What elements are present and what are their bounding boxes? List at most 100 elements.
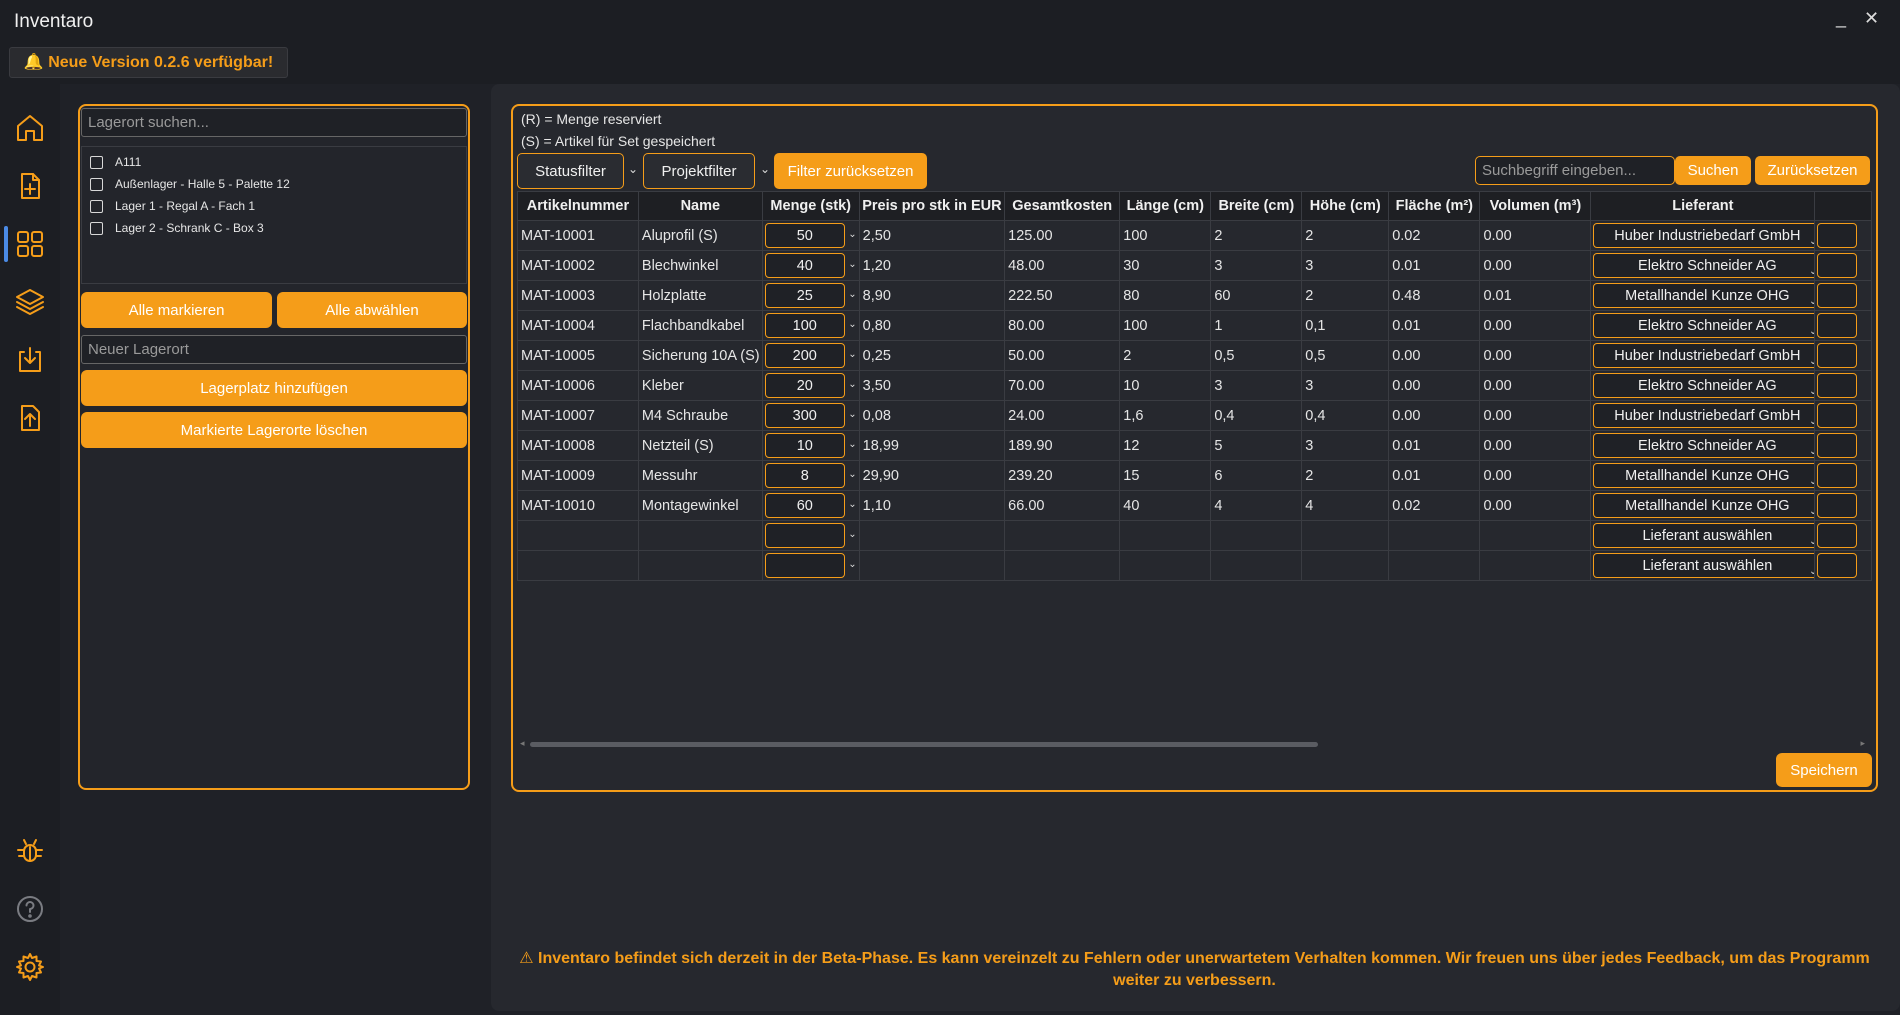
table-cell[interactable] <box>1388 520 1481 551</box>
table-cell[interactable]: 48.00 <box>1004 250 1121 281</box>
chevron-down-icon[interactable]: ⌄ <box>848 499 857 510</box>
column-header[interactable] <box>1814 191 1872 221</box>
table-cell[interactable]: Blechwinkel <box>637 250 763 281</box>
minimize-button[interactable]: _ <box>1836 8 1847 28</box>
table-cell[interactable]: 1,6 <box>1119 400 1212 431</box>
table-cell[interactable]: 0.00 <box>1479 460 1592 491</box>
table-cell[interactable] <box>858 520 1006 551</box>
table-cell[interactable]: 5 <box>1210 430 1303 461</box>
add-location-button[interactable]: Lagerplatz hinzufügen <box>81 370 467 406</box>
extra-column-input[interactable] <box>1817 373 1858 398</box>
table-cell[interactable]: 0.01 <box>1388 310 1481 341</box>
table-cell[interactable]: Netzteil (S) <box>637 430 763 461</box>
save-button[interactable]: Speichern <box>1776 753 1872 787</box>
table-cell[interactable]: MAT-10006 <box>517 370 639 401</box>
location-item[interactable]: Außenlager - Halle 5 - Palette 12 <box>90 175 290 193</box>
table-cell[interactable]: Messuhr <box>637 460 763 491</box>
table-cell[interactable]: 100 <box>1119 310 1212 341</box>
table-cell[interactable] <box>1004 550 1121 581</box>
table-cell[interactable]: 0.00 <box>1479 310 1592 341</box>
table-row[interactable]: MAT-10003 Holzplatte 25 ⌄ 8,90 222.50 80 60 2 0.4… <box>517 280 1872 311</box>
settings-button[interactable] <box>6 943 54 991</box>
column-header[interactable]: Fläche (m²) <box>1388 191 1481 221</box>
table-cell[interactable]: 125.00 <box>1004 220 1121 251</box>
extra-column-input[interactable] <box>1817 253 1858 278</box>
table-cell[interactable] <box>637 520 763 551</box>
extra-column-input[interactable] <box>1817 313 1858 338</box>
table-row[interactable]: MAT-10010 Montagewinkel 60 ⌄ 1,10 66.00 40 4 4 0.… <box>517 490 1872 521</box>
table-cell[interactable]: 80.00 <box>1004 310 1121 341</box>
table-cell[interactable]: 0.00 <box>1388 370 1481 401</box>
table-cell[interactable]: 0,25 <box>858 340 1006 371</box>
table-cell[interactable]: 0,1 <box>1301 310 1390 341</box>
extra-column-input[interactable] <box>1817 283 1858 308</box>
table-cell[interactable]: 3 <box>1210 250 1303 281</box>
chevron-down-icon[interactable]: ⌄ <box>848 529 857 540</box>
checkbox[interactable] <box>90 177 103 191</box>
table-cell[interactable] <box>637 550 763 581</box>
new-location-input[interactable]: Neuer Lagerort <box>81 335 467 364</box>
table-row[interactable]: MAT-10005 Sicherung 10A (S) 200 ⌄ 0,25 50.00 2… <box>517 340 1872 371</box>
table-cell[interactable]: 2 <box>1301 280 1390 311</box>
table-row[interactable]: MAT-10001 Aluprofil (S) 50 ⌄ 2,50 125.00 100 2 2… <box>517 220 1872 251</box>
chevron-down-icon[interactable]: ⌄ <box>848 289 857 300</box>
chevron-down-icon[interactable]: ⌄ <box>848 229 857 240</box>
table-cell[interactable]: MAT-10002 <box>517 250 639 281</box>
table-cell[interactable]: 1 <box>1210 310 1303 341</box>
table-cell[interactable]: Kleber <box>637 370 763 401</box>
table-cell[interactable]: 0.02 <box>1388 490 1481 521</box>
quantity-input[interactable]: 8 <box>764 463 845 488</box>
select-all-button[interactable]: Alle markieren <box>81 292 272 328</box>
chevron-down-icon[interactable]: ⌄ <box>848 259 857 270</box>
table-cell[interactable] <box>1479 550 1592 581</box>
table-cell[interactable]: Aluprofil (S) <box>637 220 763 251</box>
update-banner[interactable]: 🔔 Neue Version 0.2.6 verfügbar! <box>9 47 288 78</box>
table-cell[interactable]: 0.01 <box>1388 250 1481 281</box>
deselect-all-button[interactable]: Alle abwählen <box>277 292 467 328</box>
table-cell[interactable]: 0.00 <box>1388 400 1481 431</box>
layers-button[interactable] <box>6 278 54 326</box>
table-cell[interactable]: 2 <box>1301 220 1390 251</box>
column-header[interactable]: Preis pro stk in EUR <box>858 191 1006 221</box>
table-cell[interactable]: 0.01 <box>1388 460 1481 491</box>
table-cell[interactable]: M4 Schraube <box>637 400 763 431</box>
table-cell[interactable]: 0.00 <box>1479 490 1592 521</box>
table-cell[interactable]: 70.00 <box>1004 370 1121 401</box>
table-cell[interactable]: 222.50 <box>1004 280 1121 311</box>
supplier-select[interactable]: Metallhandel Kunze OHG ⌄ <box>1593 493 1814 518</box>
table-cell[interactable]: 40 <box>1119 490 1212 521</box>
table-cell[interactable]: Flachbandkabel <box>637 310 763 341</box>
table-cell[interactable]: MAT-10008 <box>517 430 639 461</box>
table-cell[interactable]: 4 <box>1210 490 1303 521</box>
quantity-input[interactable]: 100 <box>764 313 845 338</box>
extra-column-input[interactable] <box>1817 343 1858 368</box>
table-cell[interactable]: 1,10 <box>858 490 1006 521</box>
table-cell[interactable]: 100 <box>1119 220 1212 251</box>
table-cell[interactable]: MAT-10005 <box>517 340 639 371</box>
table-cell[interactable]: 29,90 <box>858 460 1006 491</box>
supplier-select[interactable]: Huber Industriebedarf GmbH ⌄ <box>1593 223 1814 248</box>
chevron-down-icon[interactable]: ⌄ <box>760 162 771 176</box>
table-cell[interactable] <box>1004 520 1121 551</box>
table-cell[interactable]: MAT-10010 <box>517 490 639 521</box>
table-cell[interactable]: 2 <box>1210 220 1303 251</box>
table-cell[interactable]: 0.00 <box>1479 340 1592 371</box>
table-cell[interactable] <box>1210 550 1303 581</box>
table-cell[interactable]: 10 <box>1119 370 1212 401</box>
table-cell[interactable]: 0.00 <box>1479 370 1592 401</box>
project-filter-button[interactable]: Projektfilter <box>643 153 755 189</box>
chevron-down-icon[interactable]: ⌄ <box>848 409 857 420</box>
reset-search-button[interactable]: Zurücksetzen <box>1755 156 1870 185</box>
location-item[interactable]: Lager 1 - Regal A - Fach 1 <box>90 197 255 215</box>
table-cell[interactable]: 2 <box>1119 340 1212 371</box>
table-cell[interactable]: 0.00 <box>1479 400 1592 431</box>
table-cell[interactable]: 3 <box>1301 430 1390 461</box>
table-cell[interactable]: MAT-10004 <box>517 310 639 341</box>
help-button[interactable] <box>6 885 54 933</box>
table-row[interactable]: MAT-10002 Blechwinkel 40 ⌄ 1,20 48.00 30 3 3 0.01… <box>517 250 1872 281</box>
quantity-input[interactable]: 60 <box>764 493 845 518</box>
chevron-down-icon[interactable]: ⌄ <box>848 349 857 360</box>
search-term-input[interactable]: Suchbegriff eingeben... <box>1475 156 1675 185</box>
quantity-input[interactable]: 40 <box>764 253 845 278</box>
table-cell[interactable]: 3,50 <box>858 370 1006 401</box>
